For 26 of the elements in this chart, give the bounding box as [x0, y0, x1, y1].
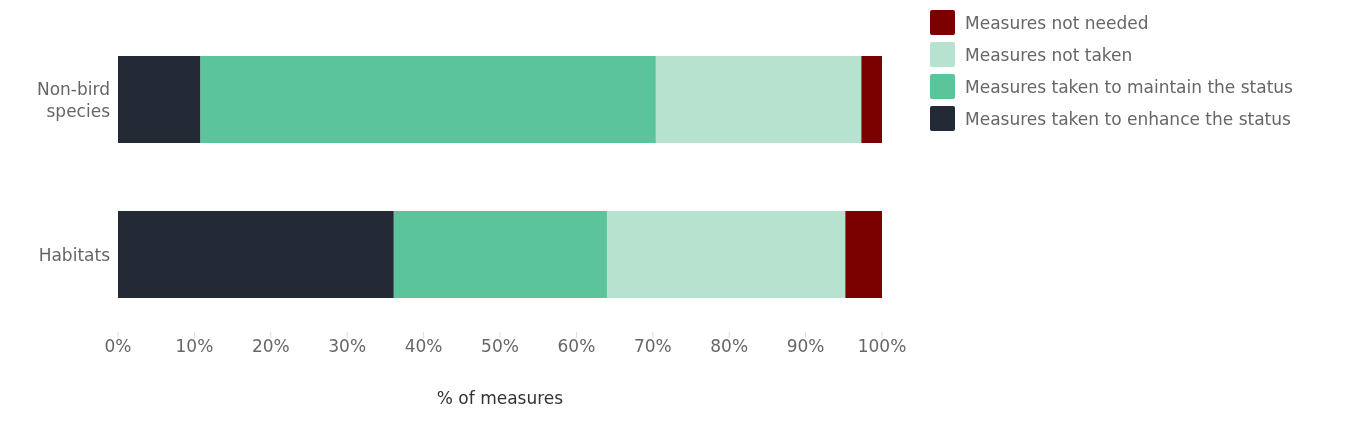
legend-label: Measures not taken: [965, 44, 1133, 65]
x-tick-label: 0%: [104, 336, 132, 357]
bar: [861, 56, 882, 144]
x-tick-label: 10%: [175, 336, 214, 357]
x-tick-label: 40%: [404, 336, 443, 357]
x-tick-label: 80%: [710, 336, 749, 357]
bar: [655, 56, 862, 144]
bar: [393, 211, 607, 299]
bar: [118, 56, 201, 144]
bar: [845, 211, 882, 299]
x-tick-label: 60%: [557, 336, 596, 357]
x-tick-label: 100%: [857, 336, 907, 357]
x-tick-label: 50%: [481, 336, 519, 357]
legend-label: Measures taken to maintain the status: [965, 76, 1293, 97]
x-tick-label: 90%: [786, 336, 825, 357]
x-tick-label: 30%: [328, 336, 367, 357]
x-tick-label: 20%: [251, 336, 290, 357]
x-tick-label: 70%: [633, 336, 672, 357]
x-axis-title: % of measures: [436, 388, 564, 408]
y-tick-label: Habitats: [38, 244, 111, 265]
y-tick-label: Non-bird species: [36, 78, 111, 121]
bar: [200, 56, 656, 144]
bar: [606, 211, 846, 299]
legend-label: Measures not needed: [965, 12, 1149, 33]
bar: [118, 211, 394, 299]
legend-label: Measures taken to enhance the status: [965, 108, 1291, 129]
